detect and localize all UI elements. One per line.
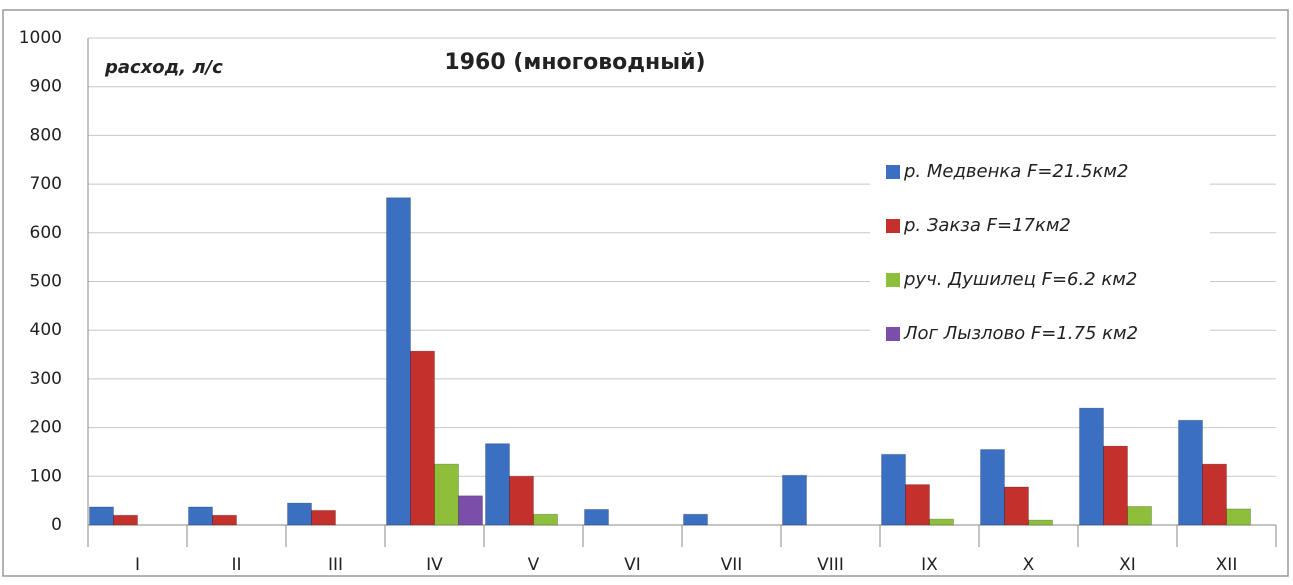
bar	[386, 197, 411, 526]
x-tick-label: VII	[721, 555, 743, 575]
y-axis-label: расход, л/с	[104, 57, 223, 78]
y-tick-label: 900	[30, 77, 62, 97]
legend-label: р. Закза F=17км2	[903, 215, 1071, 236]
bar	[980, 449, 1005, 526]
bar	[905, 484, 930, 526]
legend-swatch	[886, 273, 900, 287]
legend-label: руч. Душилец F=6.2 км2	[903, 269, 1137, 290]
bar	[509, 475, 534, 526]
x-tick-label: VI	[624, 555, 641, 575]
legend-swatch	[886, 219, 900, 233]
y-tick-label: 1000	[19, 28, 62, 48]
bar	[458, 495, 483, 526]
bar	[533, 513, 558, 526]
x-tick-label: VIII	[817, 555, 844, 575]
x-tick-label: XI	[1119, 555, 1136, 575]
y-tick-label: 400	[30, 320, 62, 340]
x-tick-label: V	[528, 555, 540, 575]
x-tick-label: I	[135, 555, 140, 575]
bar	[1004, 486, 1029, 526]
bar	[683, 513, 708, 526]
x-tick-label: IV	[426, 555, 443, 575]
y-tick-label: 700	[30, 174, 62, 194]
y-tick-label: 800	[30, 125, 62, 145]
x-tick-label: IX	[921, 555, 938, 575]
bar	[1127, 505, 1152, 526]
y-tick-label: 200	[30, 418, 62, 438]
legend-swatch	[886, 327, 900, 341]
bar	[1178, 419, 1203, 526]
bar	[212, 514, 237, 526]
bar	[485, 443, 510, 526]
x-tick-label: XII	[1216, 555, 1238, 575]
bar	[311, 509, 336, 526]
bar	[1079, 407, 1104, 526]
bar	[929, 518, 954, 526]
bar	[287, 502, 312, 526]
x-tick-label: II	[231, 555, 241, 575]
legend-label: Лог Лызлово F=1.75 км2	[903, 323, 1138, 344]
y-tick-label: 300	[30, 369, 62, 389]
y-tick-label: 0	[51, 515, 62, 535]
bar	[881, 453, 906, 526]
chart-title: 1960 (многоводный)	[444, 50, 705, 75]
bar	[1028, 519, 1053, 526]
legend-box	[870, 150, 1210, 358]
y-tick-label: 500	[30, 272, 62, 292]
bar	[188, 506, 213, 526]
bar	[584, 508, 609, 526]
bar	[434, 463, 459, 526]
legend-label: р. Медвенка F=21.5км2	[903, 161, 1128, 182]
bar	[89, 506, 114, 526]
y-tick-label: 600	[30, 223, 62, 243]
bar	[1202, 463, 1227, 526]
x-tick-label: III	[328, 555, 343, 575]
y-tick-label: 100	[30, 466, 62, 486]
bar	[782, 474, 807, 526]
x-tick-label: X	[1023, 555, 1035, 575]
legend-swatch	[886, 165, 900, 179]
bar	[1226, 508, 1251, 526]
bar	[410, 350, 435, 526]
bar	[1103, 445, 1128, 526]
bar	[113, 514, 138, 526]
